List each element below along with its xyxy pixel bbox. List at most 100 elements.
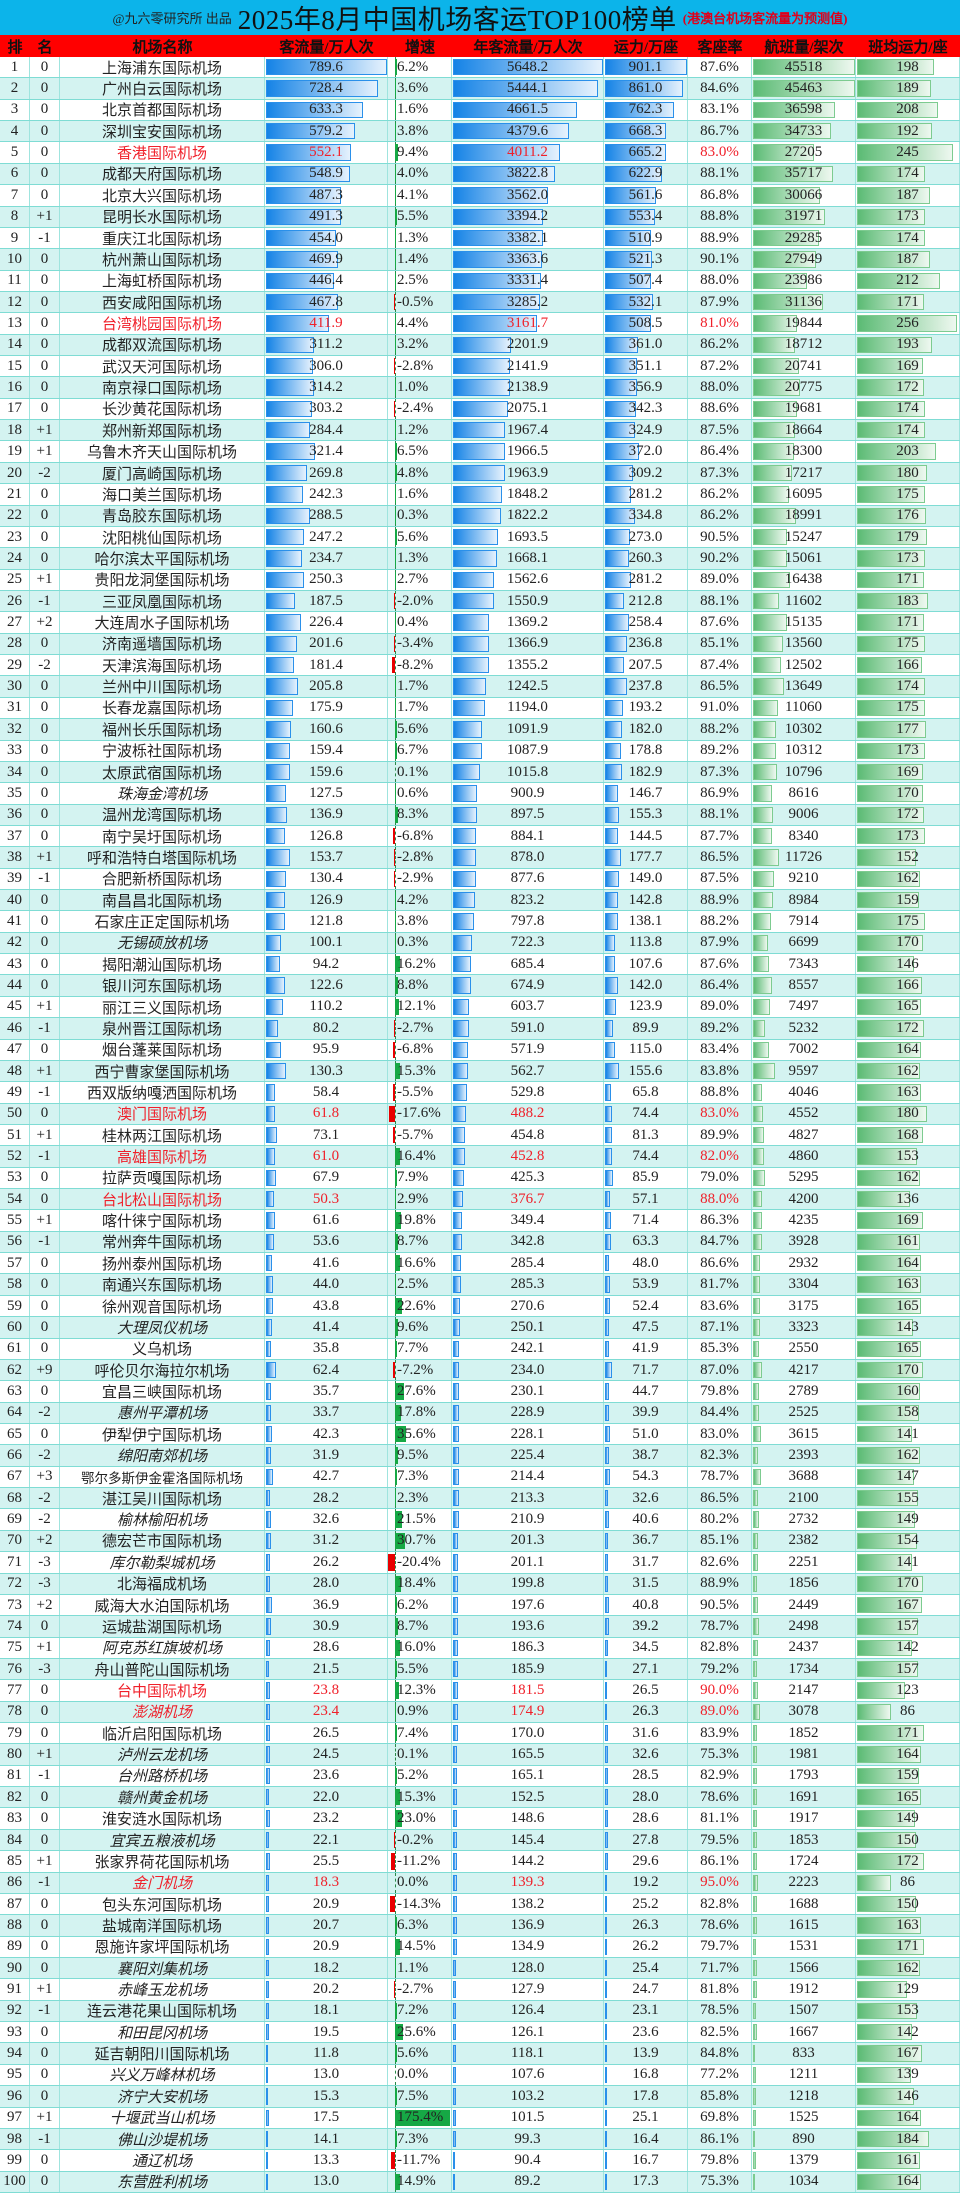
passengers-text: 19.5 [312,2023,340,2040]
load-factor-text: 86.4% [700,443,739,460]
cell-rank: 25 [0,569,30,590]
annual-passengers-bar [453,1062,468,1080]
cell-capacity: 177.7 [604,847,688,868]
header-flights: 航班量/架次 [764,39,844,56]
flights-text: 20775 [784,379,823,396]
flights-bar [753,785,773,802]
cell-passengers: 175.9 [265,697,388,719]
annual-passengers-text: 1822.2 [506,507,549,524]
table-row: 66 -2 绵阳南郊机场 31.9 9.5% 225.4 38.7 82.3% 2393 162 [0,1445,960,1467]
cell-rank-change: 0 [30,1295,60,1317]
rank-change-text: 0 [40,1959,49,1976]
annual-passengers-text: 1087.9 [506,742,549,759]
annual-passengers-text: 571.9 [510,1041,545,1058]
capacity-text: 177.7 [628,848,663,865]
cell-airport-name: 深圳宝安国际机场 [60,121,265,142]
cell-airport-name: 三亚凤凰国际机场 [60,590,265,612]
airport-name-text: 呼伦贝尔海拉尔机场 [94,1363,230,1380]
cell-avg-seats: 166 [856,655,960,676]
cell-flights: 1981 [752,1744,856,1765]
cell-rank-change: 0 [30,1787,60,1808]
cell-load-factor: 79.7% [688,1936,752,1957]
passengers-bar [266,2109,269,2126]
cell-growth: 0.1% [388,1744,452,1765]
passengers-text: 552.1 [309,144,343,161]
flights-bar [753,379,800,396]
cell-load-factor: 82.8% [688,1893,752,1915]
growth-negative-bar [394,592,395,610]
annual-passengers-bar [453,1361,460,1379]
flights-text: 36598 [784,101,823,118]
rank-text: 38 [7,848,22,865]
cell-passengers: 126.8 [265,825,388,847]
annual-passengers-bar [453,2088,456,2105]
cell-avg-seats: 174 [856,420,960,441]
avg-seats-bar [857,1212,924,1229]
avg-seats-bar [857,400,925,418]
flights-text: 833 [792,2045,815,2062]
growth-text: -0.5% [397,293,434,310]
cell-load-factor: 87.4% [688,655,752,676]
avg-seats-bar [857,1447,921,1464]
load-factor-text: 75.3% [700,2173,739,2190]
cell-capacity: 309.2 [604,462,688,484]
cell-growth: -14.3% [388,1893,452,1915]
annual-passengers-text: 210.9 [510,1511,545,1528]
cell-rank-change: 0 [30,334,60,356]
airport-name-text: 厦门高崎国际机场 [101,466,222,483]
passengers-bar [266,806,287,823]
capacity-bar [605,721,622,738]
cell-avg-seats: 163 [856,1915,960,1936]
cell-rank-change: +1 [30,420,60,441]
capacity-bar [605,1169,613,1187]
load-factor-text: 84.6% [700,80,739,97]
growth-negative-bar [394,400,395,418]
rank-text: 52 [7,1148,22,1164]
table-row: 76 -3 舟山普陀山国际机场 21.5 5.5% 185.9 27.1 79.2% 1734 1… [0,1658,960,1681]
capacity-bar [605,1276,610,1293]
table-row: 96 0 济宁大安机场 15.3 7.5% 103.2 17.8 85.8% 1218 146 [0,2086,960,2108]
flights-bar [753,1789,757,1806]
passengers-bar [266,1618,271,1635]
capacity-bar [605,251,653,268]
rank-text: 59 [7,1297,22,1314]
cell-capacity: 28.0 [604,1787,688,1808]
cell-airport-name: 厦门高崎国际机场 [60,462,265,484]
rank-text: 70 [7,1532,22,1549]
cell-load-factor: 86.4% [688,975,752,996]
growth-negative-bar [393,1126,395,1144]
cell-growth: 7.3% [388,1466,452,1488]
cell-capacity: 32.6 [604,1744,688,1765]
load-factor-text: 78.6% [700,1788,739,1805]
rank-text: 3 [10,101,19,118]
cell-growth: 12.3% [388,1680,452,1701]
rank-text: 28 [7,635,22,652]
capacity-text: 372.0 [628,443,663,460]
table-row: 53 0 拉萨贡嘎国际机场 67.9 7.9% 425.3 85.9 79.0% 5295 162 [0,1167,960,1190]
annual-passengers-bar [453,742,482,759]
rank-change-text: 0 [40,678,49,695]
cell-airport-name: 无锡硕放机场 [60,932,265,954]
cell-flights: 2550 [752,1338,856,1359]
cell-load-factor: 87.9% [688,932,752,954]
cell-rank-change: 0 [30,2043,60,2064]
cell-load-factor: 82.6% [688,1552,752,1573]
flights-text: 11060 [785,699,822,716]
avg-seats-text: 161 [896,2151,919,2168]
flights-text: 2393 [788,1447,819,1464]
cell-capacity: 38.7 [604,1445,688,1466]
cell-passengers: 205.8 [265,676,388,697]
growth-positive-bar [395,2002,398,2020]
cell-avg-seats: 172 [856,377,960,398]
cell-passengers: 24.5 [265,1744,388,1765]
cell-growth: 7.3% [388,2128,452,2150]
annual-passengers-text: 136.9 [510,1916,545,1933]
avg-seats-text: 171 [896,1938,919,1955]
cell-airport-name: 澎湖机场 [60,1701,265,1723]
load-factor-text: 86.9% [700,784,739,801]
avg-seats-text: 193 [896,336,919,353]
annual-passengers-bar [453,1810,457,1827]
avg-seats-text: 168 [896,1126,919,1143]
table-row: 13 0 台湾桃园国际机场 411.9 4.4% 3161.7 508.5 81.0% 1984… [0,313,960,335]
passengers-text: 67.9 [312,1169,340,1186]
